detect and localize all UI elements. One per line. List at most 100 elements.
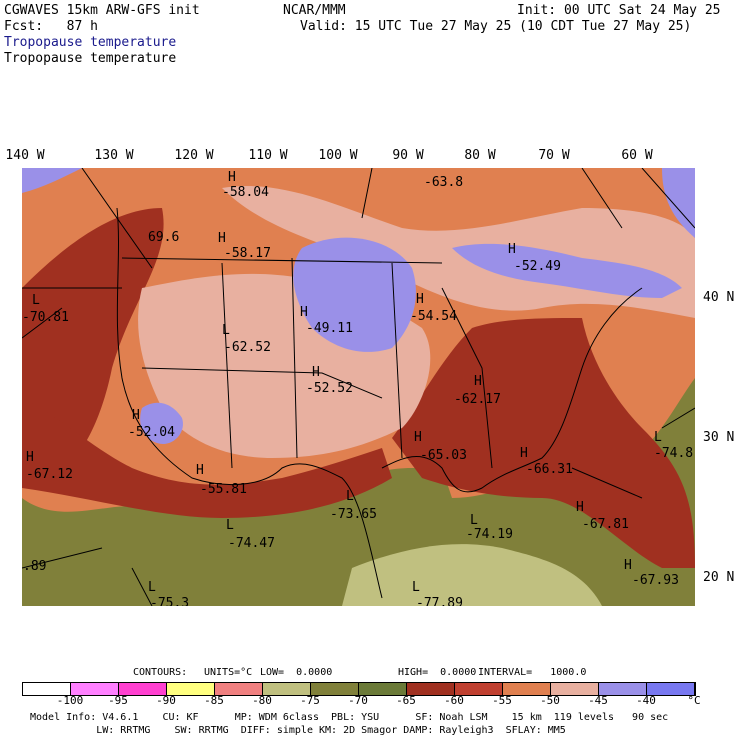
model-title: CGWAVES 15km ARW-GFS init [4, 3, 200, 18]
color-scale-cell [263, 683, 311, 695]
map-value: -65.03 [420, 448, 467, 463]
l-marker: L [470, 513, 478, 528]
h-marker: H [228, 170, 236, 185]
map-value: -62.52 [224, 340, 271, 355]
l-marker: L [654, 430, 662, 445]
map-value: -73.65 [330, 507, 377, 522]
color-scale-cell [23, 683, 71, 695]
lon-label: 110 W [248, 148, 288, 163]
contours-label: CONTOURS: [133, 667, 188, 678]
map-value: -58.17 [224, 246, 271, 261]
map-value: -52.04 [128, 425, 175, 440]
h-marker: H [196, 463, 204, 478]
color-scale-cell [407, 683, 455, 695]
color-scale-cell [551, 683, 599, 695]
lon-label: 60 W [621, 148, 653, 163]
h-marker: H [416, 292, 424, 307]
map-value: -67.12 [26, 467, 73, 482]
organization-label: NCAR/MMM [283, 3, 346, 18]
color-scale-label: -75 [300, 694, 320, 707]
l-marker: L [222, 323, 230, 338]
h-marker: H [576, 500, 584, 515]
lon-label: 70 W [538, 148, 570, 163]
h-marker: H [312, 365, 320, 380]
lon-label: 140 W [5, 148, 45, 163]
color-scale-label: -90 [156, 694, 176, 707]
init-time: Init: 00 UTC Sat 24 May 25 [517, 3, 721, 18]
h-marker: H [508, 242, 516, 257]
l-marker: L [346, 489, 354, 504]
tropopause-temperature-map [22, 168, 695, 606]
color-scale-label: -100 [56, 694, 84, 707]
map-value: -67.81 [582, 517, 629, 532]
map-value: -67.93 [632, 573, 679, 588]
h-marker: H [624, 558, 632, 573]
map-value: -66.31 [526, 462, 573, 477]
color-scale-cell [647, 683, 695, 695]
contours-low: LOW= 0.0000 [260, 667, 333, 678]
color-scale-cell [455, 683, 503, 695]
l-marker: L [148, 580, 156, 595]
h-marker: H [26, 450, 34, 465]
color-scale-bar [22, 682, 696, 696]
lon-label: 130 W [94, 148, 134, 163]
lon-label: 80 W [464, 148, 496, 163]
map-value: -77.89 [416, 596, 463, 606]
lat-label: 30 N [703, 430, 735, 445]
color-scale-cell [71, 683, 119, 695]
map-value: -58.04 [222, 185, 269, 200]
color-scale-label: -45 [588, 694, 608, 707]
l-marker: L [412, 580, 420, 595]
contours-interval: INTERVAL= 1000.0 [478, 667, 587, 678]
color-scale-cell [503, 683, 551, 695]
contours-units: UNITS=°C [204, 667, 253, 678]
color-scale-label: -60 [444, 694, 464, 707]
map-value: -62.17 [454, 392, 501, 407]
color-scale-cell [599, 683, 647, 695]
l-marker: L [226, 518, 234, 533]
model-info-line1: Model Info: V4.6.1 CU: KF MP: WDM 6class… [30, 712, 669, 723]
contours-high: HIGH= 0.0000 [398, 667, 477, 678]
map-value: -52.49 [514, 259, 561, 274]
forecast-hour: Fcst: 87 h [4, 19, 98, 34]
color-scale-label: -95 [108, 694, 128, 707]
lon-label: 120 W [174, 148, 214, 163]
h-marker: H [300, 305, 308, 320]
l-marker: L [32, 293, 40, 308]
h-marker: H [132, 408, 140, 423]
color-scale-label: -85 [204, 694, 224, 707]
map-value: -75.3 [150, 596, 190, 606]
lat-label: 20 N [703, 570, 735, 585]
model-info-line2: LW: RRTMG SW: RRTMG DIFF: simple KM: 2D … [30, 725, 566, 736]
color-scale-label: °C [687, 694, 701, 707]
color-scale-label: -80 [252, 694, 272, 707]
map-value: .89 [23, 559, 47, 574]
map-value: -54.54 [410, 309, 457, 324]
map-value: 69.6 [148, 230, 180, 245]
color-scale-label: -50 [540, 694, 560, 707]
map-value: -52.52 [306, 381, 353, 396]
color-scale-cell [311, 683, 359, 695]
color-scale-label: -55 [492, 694, 512, 707]
h-marker: H [474, 374, 482, 389]
h-marker: H [414, 430, 422, 445]
h-marker: H [218, 231, 226, 246]
map-value: -74.8 [654, 446, 694, 461]
field-name-shaded: Tropopause temperature [4, 35, 177, 50]
lon-label: 90 W [392, 148, 424, 163]
field-name-contour: Tropopause temperature [4, 51, 177, 66]
color-scale-label: -65 [396, 694, 416, 707]
color-scale-label: -40 [636, 694, 656, 707]
color-scale-cell [359, 683, 407, 695]
valid-time: Valid: 15 UTC Tue 27 May 25 (10 CDT Tue … [300, 19, 692, 34]
color-scale-label: -70 [348, 694, 368, 707]
map-value: -49.11 [306, 321, 353, 336]
color-scale-cell [119, 683, 167, 695]
lon-label: 100 W [318, 148, 358, 163]
map-value: -63.8 [424, 175, 464, 190]
h-marker: H [520, 446, 528, 461]
lat-label: 40 N [703, 290, 735, 305]
color-scale-cell [215, 683, 263, 695]
map-value: -55.81 [200, 482, 247, 497]
color-scale-cell [167, 683, 215, 695]
